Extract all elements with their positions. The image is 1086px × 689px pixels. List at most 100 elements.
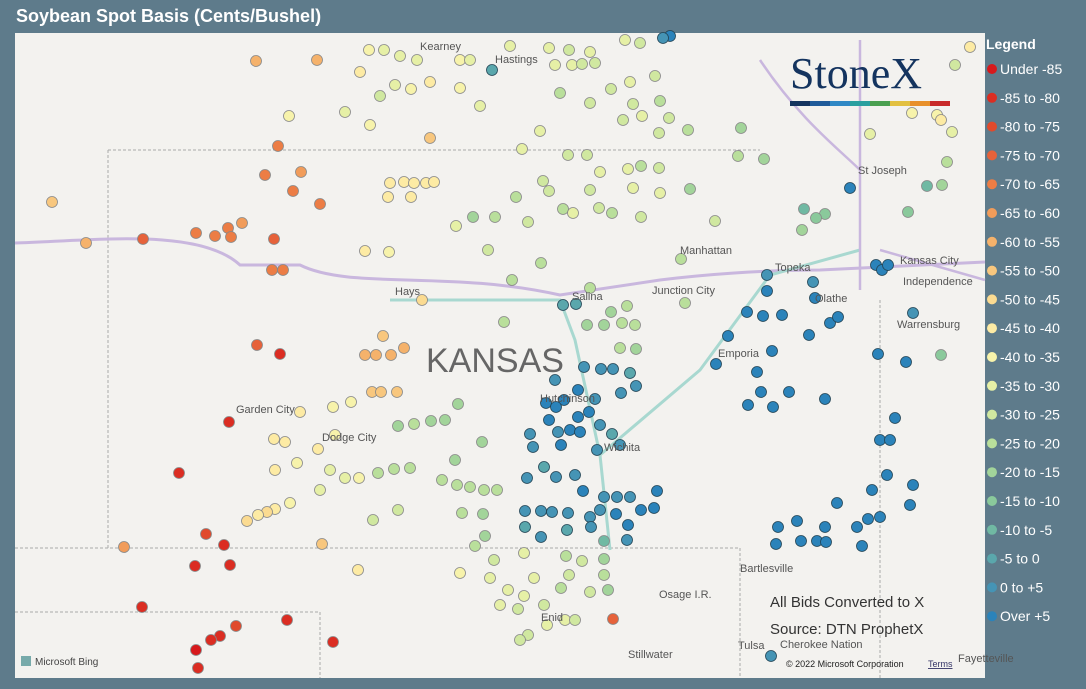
- bid-dot: [555, 582, 567, 594]
- logo: StoneX: [790, 49, 922, 98]
- bid-dot: [824, 317, 836, 329]
- bid-dot: [872, 348, 884, 360]
- bid-dot: [722, 330, 734, 342]
- bid-dot: [456, 507, 468, 519]
- bid-dot: [534, 125, 546, 137]
- bid-dot: [795, 535, 807, 547]
- bid-dot: [436, 474, 448, 486]
- bid-dot: [624, 367, 636, 379]
- bid-dot: [900, 356, 912, 368]
- bid-dot: [907, 307, 919, 319]
- bid-dot: [572, 384, 584, 396]
- bid-dot: [635, 211, 647, 223]
- legend-label: -15 to -10: [1000, 493, 1060, 509]
- bid-dot: [439, 414, 451, 426]
- bid-dot: [819, 393, 831, 405]
- legend-swatch: [987, 64, 997, 74]
- bid-dot: [398, 342, 410, 354]
- bid-dot: [563, 44, 575, 56]
- bid-dot: [648, 502, 660, 514]
- bid-dot: [684, 183, 696, 195]
- bid-dot: [339, 472, 351, 484]
- bid-dot: [502, 584, 514, 596]
- bid-dot: [594, 419, 606, 431]
- bid-dot: [831, 497, 843, 509]
- bid-dot: [624, 491, 636, 503]
- bid-dot: [392, 504, 404, 516]
- bid-dot: [563, 569, 575, 581]
- bid-dot: [610, 508, 622, 520]
- bid-dot: [651, 485, 663, 497]
- bid-dot: [519, 505, 531, 517]
- bid-dot: [425, 415, 437, 427]
- bid-dot: [375, 386, 387, 398]
- place-label: Bartlesville: [740, 563, 793, 575]
- place-label: Kansas City: [900, 255, 959, 267]
- bid-dot: [477, 508, 489, 520]
- bid-dot: [569, 614, 581, 626]
- legend-swatch: [987, 438, 997, 449]
- bing-icon: [21, 656, 31, 666]
- place-label: Emporia: [718, 348, 760, 360]
- bid-dot: [576, 58, 588, 70]
- bid-dot: [449, 454, 461, 466]
- bid-dot: [874, 434, 886, 446]
- terms-link[interactable]: Terms: [928, 659, 953, 669]
- legend-label: Under -85: [1000, 61, 1062, 77]
- bid-dot: [607, 363, 619, 375]
- place-label: Hastings: [495, 54, 538, 66]
- bid-dot: [589, 393, 601, 405]
- legend-swatch: [987, 294, 997, 305]
- logo-stripe-segment: [850, 101, 870, 106]
- bid-dot: [562, 507, 574, 519]
- title: Soybean Spot Basis (Cents/Bushel): [16, 6, 321, 26]
- bid-dot: [796, 224, 808, 236]
- bid-dot: [266, 264, 278, 276]
- bid-dot: [454, 567, 466, 579]
- bid-dot: [851, 521, 863, 533]
- bid-dot: [540, 397, 552, 409]
- bid-dot: [772, 521, 784, 533]
- bid-dot: [327, 401, 339, 413]
- bid-dot: [241, 515, 253, 527]
- bid-dot: [606, 428, 618, 440]
- bid-dot: [223, 416, 235, 428]
- bid-dot: [408, 418, 420, 430]
- bid-dot: [758, 153, 770, 165]
- bid-dot: [946, 126, 958, 138]
- bid-dot: [538, 599, 550, 611]
- bid-dot: [190, 644, 202, 656]
- bid-dot: [598, 319, 610, 331]
- bid-dot: [80, 237, 92, 249]
- bid-dot: [941, 156, 953, 168]
- bid-dot: [284, 497, 296, 509]
- note: Source: DTN ProphetX: [770, 621, 923, 638]
- legend-label: -30 to -25: [1000, 407, 1060, 423]
- bid-dot: [391, 386, 403, 398]
- bid-dot: [516, 143, 528, 155]
- bid-dot: [205, 634, 217, 646]
- bid-dot: [382, 191, 394, 203]
- legend-swatch: [987, 524, 997, 535]
- bid-dot: [765, 650, 777, 662]
- legend-swatch: [987, 380, 997, 391]
- bid-dot: [272, 140, 284, 152]
- legend-label: -65 to -60: [1000, 205, 1060, 221]
- legend-swatch: [987, 208, 997, 218]
- bid-dot: [494, 599, 506, 611]
- legend-swatch: [987, 553, 997, 564]
- bid-dot: [352, 564, 364, 576]
- bid-dot: [581, 319, 593, 331]
- bid-dot: [630, 380, 642, 392]
- bid-dot: [594, 166, 606, 178]
- bid-dot: [384, 177, 396, 189]
- bid-dot: [518, 590, 530, 602]
- bid-dot: [537, 175, 549, 187]
- place-label: Wichita: [604, 442, 641, 454]
- legend-swatch: [987, 150, 997, 161]
- bid-dot: [474, 100, 486, 112]
- bid-dot: [584, 46, 596, 58]
- bid-dot: [653, 127, 665, 139]
